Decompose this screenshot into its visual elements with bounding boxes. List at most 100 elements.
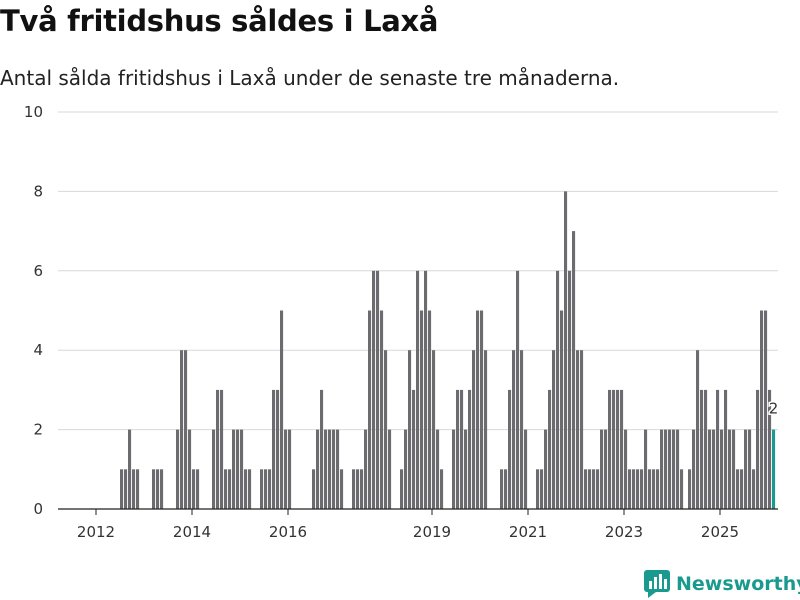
bar bbox=[248, 469, 252, 509]
y-tick-label: 8 bbox=[33, 182, 43, 200]
bar bbox=[232, 429, 236, 509]
bar bbox=[640, 469, 644, 509]
bar bbox=[732, 429, 736, 509]
bar bbox=[424, 270, 428, 509]
bar-latest bbox=[772, 429, 776, 509]
bar bbox=[512, 350, 516, 509]
bar bbox=[120, 469, 124, 509]
bar bbox=[624, 429, 628, 509]
bar bbox=[400, 469, 404, 509]
bar bbox=[124, 469, 128, 509]
y-tick-label: 6 bbox=[33, 262, 43, 280]
bar bbox=[736, 469, 740, 509]
bar bbox=[224, 469, 228, 509]
bar bbox=[636, 469, 640, 509]
bar bbox=[268, 469, 272, 509]
bar bbox=[316, 429, 320, 509]
newsworthy-logo-icon bbox=[644, 570, 670, 598]
bar bbox=[260, 469, 264, 509]
bar bbox=[480, 310, 484, 509]
y-tick-label: 2 bbox=[33, 421, 43, 439]
bar bbox=[692, 429, 696, 509]
bar bbox=[764, 310, 768, 509]
bar bbox=[136, 469, 140, 509]
bar bbox=[596, 469, 600, 509]
bar bbox=[460, 389, 464, 509]
bar bbox=[520, 350, 524, 509]
bar bbox=[760, 310, 764, 509]
chart-subtitle: Antal sålda fritidshus i Laxå under de s… bbox=[0, 66, 620, 90]
bar bbox=[744, 429, 748, 509]
bar bbox=[128, 429, 132, 509]
bar bbox=[472, 350, 476, 509]
bar bbox=[388, 429, 392, 509]
bar bbox=[592, 469, 596, 509]
y-axis-ticks: 0 2 4 6 8 10 bbox=[24, 103, 43, 518]
bar bbox=[324, 429, 328, 509]
newsworthy-logo[interactable]: Newsworthy bbox=[644, 570, 800, 598]
bar bbox=[420, 310, 424, 509]
bar bbox=[580, 350, 584, 509]
bar bbox=[184, 350, 188, 509]
bar bbox=[408, 350, 412, 509]
bar bbox=[752, 469, 756, 509]
bar bbox=[156, 469, 160, 509]
bar bbox=[276, 389, 280, 509]
bar bbox=[676, 429, 680, 509]
bar bbox=[244, 469, 248, 509]
bar bbox=[656, 469, 660, 509]
bar bbox=[712, 429, 716, 509]
bar bbox=[716, 389, 720, 509]
bar bbox=[412, 389, 416, 509]
bar bbox=[544, 429, 548, 509]
bar bbox=[660, 429, 664, 509]
bar bbox=[216, 389, 220, 509]
bar bbox=[464, 429, 468, 509]
x-tick-label: 2019 bbox=[413, 523, 451, 541]
bar bbox=[440, 469, 444, 509]
bar bbox=[360, 469, 364, 509]
bar bbox=[568, 270, 572, 509]
x-tick-label: 2023 bbox=[605, 523, 643, 541]
bar bbox=[180, 350, 184, 509]
brand-name: Newsworthy bbox=[676, 573, 800, 595]
bar bbox=[280, 310, 284, 509]
bar bbox=[508, 389, 512, 509]
bar bbox=[372, 270, 376, 509]
bar bbox=[620, 389, 624, 509]
bar bbox=[608, 389, 612, 509]
x-tick-label: 2014 bbox=[173, 523, 211, 541]
bar bbox=[352, 469, 356, 509]
bar bbox=[688, 469, 692, 509]
bar bbox=[220, 389, 224, 509]
bar bbox=[708, 429, 712, 509]
bar bbox=[240, 429, 244, 509]
bar bbox=[600, 429, 604, 509]
bar bbox=[228, 469, 232, 509]
bar bbox=[332, 429, 336, 509]
bar bbox=[416, 270, 420, 509]
bar bbox=[552, 350, 556, 509]
bar bbox=[540, 469, 544, 509]
bar bbox=[652, 469, 656, 509]
bar bbox=[404, 429, 408, 509]
bar bbox=[328, 429, 332, 509]
bar bbox=[560, 310, 564, 509]
bar bbox=[740, 469, 744, 509]
bars bbox=[120, 191, 776, 509]
bar bbox=[504, 469, 508, 509]
bar bbox=[724, 389, 728, 509]
bar bbox=[264, 469, 268, 509]
bar bbox=[380, 310, 384, 509]
bar bbox=[572, 231, 576, 509]
bar bbox=[312, 469, 316, 509]
bar bbox=[320, 389, 324, 509]
bar bbox=[132, 469, 136, 509]
x-tick-label: 2021 bbox=[509, 523, 547, 541]
bar bbox=[288, 429, 292, 509]
bar bbox=[160, 469, 164, 509]
bar bbox=[632, 469, 636, 509]
bar bbox=[588, 469, 592, 509]
bar bbox=[468, 389, 472, 509]
